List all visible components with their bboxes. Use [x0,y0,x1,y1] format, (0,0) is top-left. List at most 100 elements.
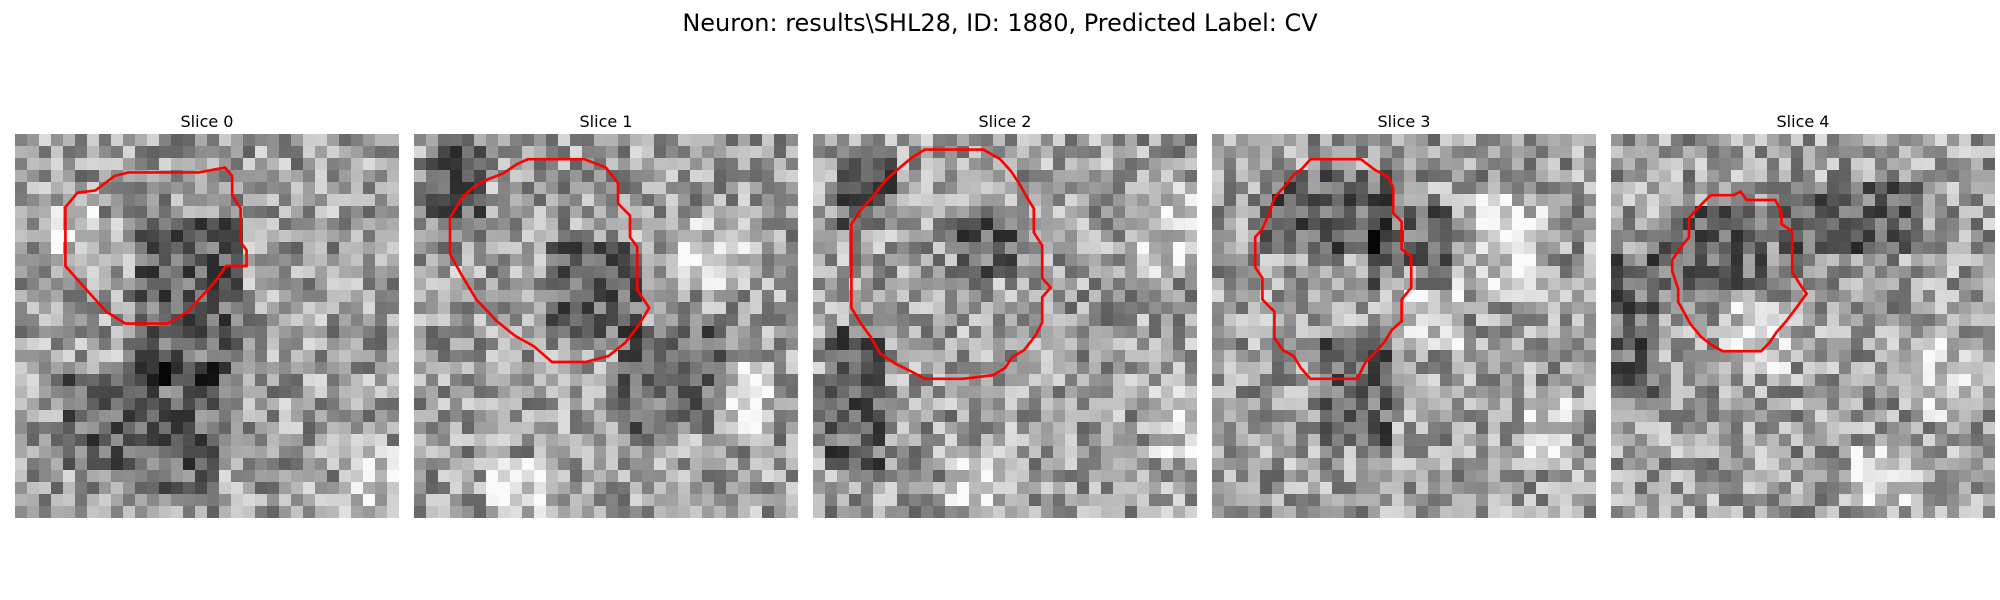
pixel [702,146,715,159]
pixel [849,194,862,207]
pixel [147,206,160,219]
pixel [279,266,292,279]
pixel [861,302,874,315]
pixel [1779,254,1792,267]
pixel [1923,302,1936,315]
pixel [1707,374,1720,387]
pixel [1779,194,1792,207]
pixel [327,470,340,483]
pixel [1584,158,1596,171]
pixel [1344,470,1357,483]
pixel [558,386,571,399]
pixel [15,494,28,507]
pixel [1560,182,1573,195]
pixel [702,242,715,255]
pixel [678,266,691,279]
pixel [510,218,523,231]
pixel [1308,290,1321,303]
pixel [291,434,304,447]
pixel [1719,350,1732,363]
pixel [522,230,535,243]
pixel [933,422,946,435]
pixel [1623,266,1636,279]
pixel [1392,350,1405,363]
pixel [1719,374,1732,387]
pixel [351,206,364,219]
pixel [825,242,838,255]
pixel [714,506,727,518]
pixel [207,494,220,507]
pixel [267,182,280,195]
pixel [654,194,667,207]
pixel [1887,422,1900,435]
pixel [1248,182,1261,195]
pixel [327,338,340,351]
pixel [1851,266,1864,279]
pixel [327,362,340,375]
pixel [1500,350,1513,363]
pixel [474,398,487,411]
pixel [582,206,595,219]
pixel [1137,338,1150,351]
pixel [1791,386,1804,399]
pixel [1584,494,1596,507]
pixel [1719,386,1732,399]
pixel [618,230,631,243]
pixel [1947,326,1960,339]
pixel [1623,302,1636,315]
pixel [1248,278,1261,291]
pixel [1899,422,1912,435]
pixel [666,206,679,219]
pixel [159,254,172,267]
pixel [642,218,655,231]
pixel [159,302,172,315]
pixel [1236,158,1249,171]
pixel [1548,482,1561,495]
pixel [1125,386,1138,399]
pixel [303,230,316,243]
pixel [231,410,244,423]
pixel [438,326,451,339]
pixel [1755,458,1768,471]
pixel [726,290,739,303]
pixel [957,494,970,507]
pixel [666,290,679,303]
pixel [1863,134,1876,147]
pixel [291,254,304,267]
pixel [873,170,886,183]
pixel [375,290,388,303]
pixel [1404,350,1417,363]
pixel [642,494,655,507]
pixel [1368,182,1381,195]
pixel [726,158,739,171]
pixel [630,506,643,518]
pixel [1875,398,1888,411]
pixel [1512,266,1525,279]
pixel [1584,326,1596,339]
pixel [231,278,244,291]
pixel [1560,482,1573,495]
pixel [981,158,994,171]
pixel [1887,314,1900,327]
pixel [1755,446,1768,459]
pixel [183,314,196,327]
pixel [1647,134,1660,147]
pixel [786,194,798,207]
pixel [1440,242,1453,255]
pixel [1683,326,1696,339]
pixel [774,218,787,231]
pixel [1368,218,1381,231]
pixel [1356,410,1369,423]
pixel [1173,254,1186,267]
pixel [1875,182,1888,195]
pixel [39,266,52,279]
pixel [1779,386,1792,399]
pixel [1779,446,1792,459]
pixel [1911,350,1924,363]
pixel [921,410,934,423]
pixel [909,206,922,219]
pixel [231,302,244,315]
pixel [1005,254,1018,267]
pixel [1296,134,1309,147]
pixel [957,386,970,399]
